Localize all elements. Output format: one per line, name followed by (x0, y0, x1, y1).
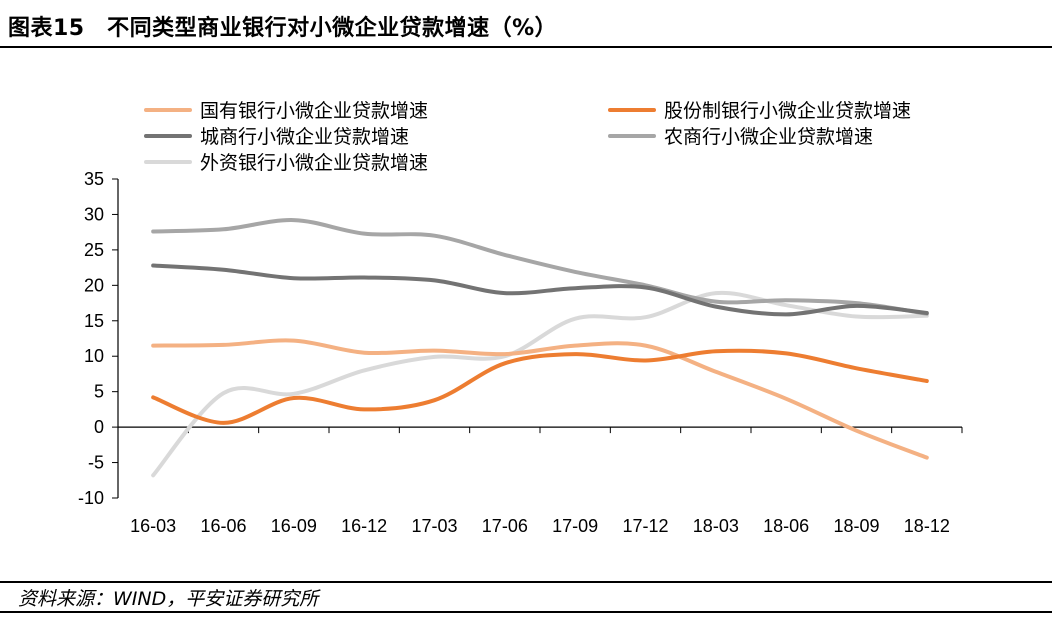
x-tick-label: 18-03 (693, 516, 739, 536)
y-tick-label: 0 (94, 417, 104, 437)
legend-item: 农商行小微企业贷款增速 (608, 126, 873, 148)
footer-divider-bottom (0, 611, 1052, 613)
footer-divider-top (0, 581, 1052, 583)
legend-label: 农商行小微企业贷款增速 (664, 126, 873, 148)
source-note: 资料来源：WIND，平安证券研究所 (18, 588, 319, 610)
y-tick-label: 15 (84, 311, 104, 331)
x-tick-label: 17-06 (482, 516, 528, 536)
y-tick-label: 30 (84, 204, 104, 224)
figure-title: 图表15 不同类型商业银行对小微企业贷款增速（%） (8, 16, 558, 41)
y-tick-label: 25 (84, 240, 104, 260)
legend-label: 城商行小微企业贷款增速 (200, 126, 409, 148)
y-tick-label: 35 (84, 169, 104, 189)
x-tick-label: 18-09 (833, 516, 879, 536)
header-divider (0, 46, 1052, 48)
series-line-2 (151, 348, 929, 425)
x-tick-label: 16-12 (341, 516, 387, 536)
x-tick-label: 17-09 (552, 516, 598, 536)
x-tick-label: 18-06 (763, 516, 809, 536)
y-tick-label: -10 (78, 488, 104, 508)
series-line-1 (151, 338, 929, 460)
y-tick-label: -5 (88, 453, 104, 473)
y-tick-label: 5 (94, 382, 104, 402)
series-line-5 (151, 290, 929, 478)
legend-label: 国有银行小微企业贷款增速 (200, 100, 428, 122)
series-line-3 (151, 263, 929, 317)
x-tick-label: 16-06 (200, 516, 246, 536)
y-axis: 35 30 25 20 15 10 5 0 -5 -10 (78, 169, 119, 508)
legend-item: 股份制银行小微企业贷款增速 (608, 100, 911, 122)
chart-series (151, 218, 929, 478)
x-tick-label: 17-12 (622, 516, 668, 536)
legend-item: 国有银行小微企业贷款增速 (144, 100, 428, 122)
series-line-4 (151, 218, 929, 316)
x-axis: 16-03 16-06 16-09 16-12 17-03 17-06 17-09 17-12… (117, 426, 963, 536)
y-tick-label: 10 (84, 346, 104, 366)
y-tick-label: 20 (84, 275, 104, 295)
legend-item: 城商行小微企业贷款增速 (144, 126, 409, 148)
legend-item: 外资银行小微企业贷款增速 (144, 152, 428, 174)
legend-label: 股份制银行小微企业贷款增速 (664, 100, 911, 122)
x-tick-label: 16-03 (130, 516, 176, 536)
x-tick-label: 17-03 (411, 516, 457, 536)
x-tick-label: 16-09 (271, 516, 317, 536)
figure-header: 图表15 不同类型商业银行对小微企业贷款增速（%） (0, 0, 1052, 48)
x-tick-label: 18-12 (904, 516, 950, 536)
legend-label: 外资银行小微企业贷款增速 (200, 152, 428, 174)
